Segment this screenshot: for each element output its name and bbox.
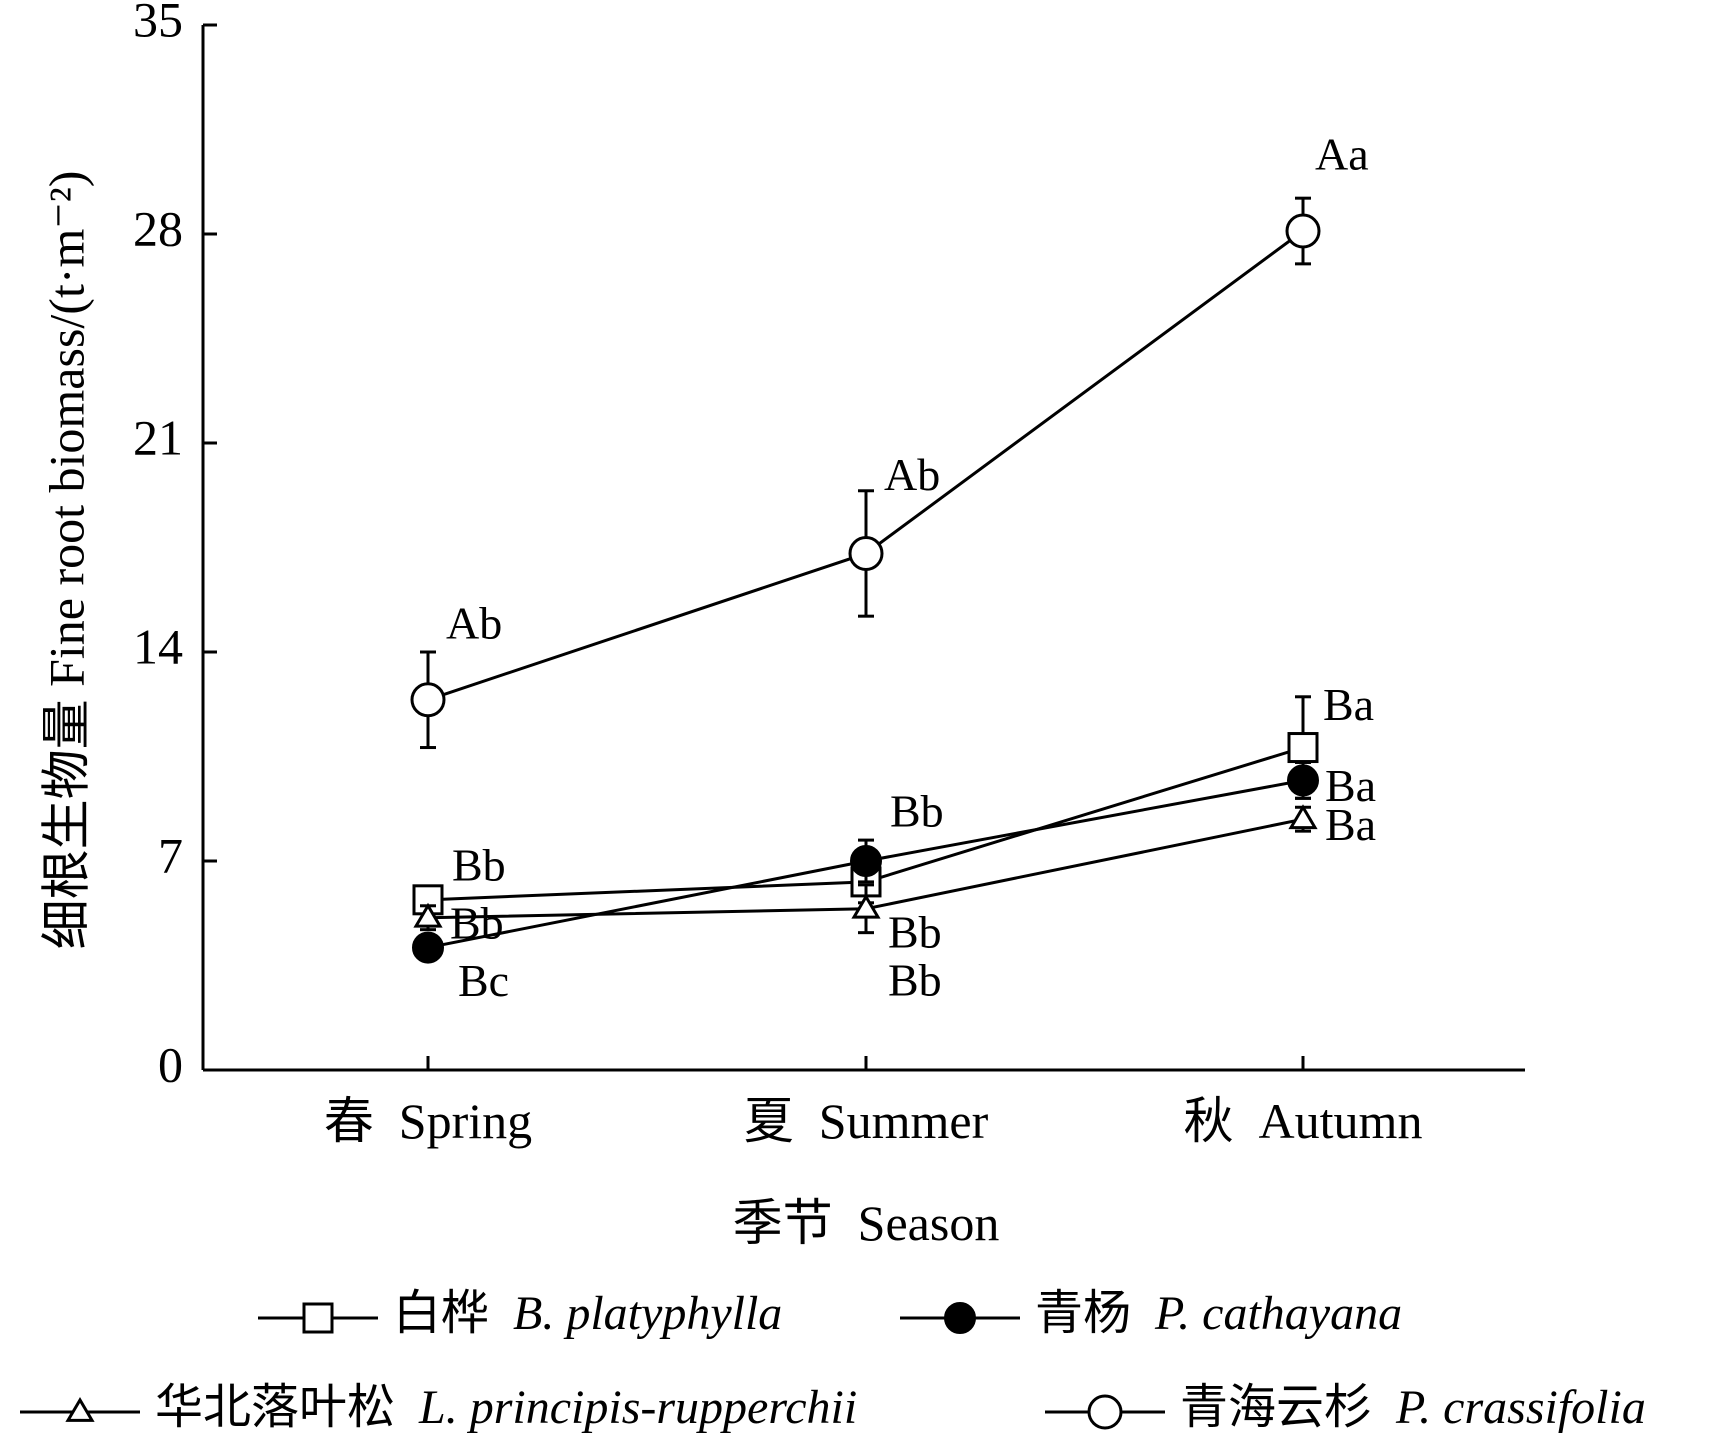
legend-label: 白桦 B. platyphylla [393, 1287, 782, 1340]
y-tick-label: 0 [158, 1036, 183, 1092]
x-tick-label: 夏 Summer [744, 1093, 989, 1149]
data-point [1288, 804, 1318, 830]
plot-area [410, 196, 1321, 964]
legend-marker [1087, 1394, 1123, 1430]
legend-name-cn: 青海云杉 [1180, 1381, 1396, 1434]
legend-name-cn: 青杨 [1035, 1287, 1155, 1340]
legend-label: 华北落叶松 L. principis-rupperchii [155, 1381, 857, 1434]
y-axis-title: 细根生物量 Fine root biomass/(t·m⁻²) [38, 171, 94, 950]
data-point [413, 902, 443, 928]
series-line [427, 229, 1304, 702]
x-tick-label: 秋 Autumn [1184, 1093, 1423, 1149]
legend-item: 青杨 P. cathayana [900, 1287, 1402, 1340]
significance-label: Bb [450, 897, 504, 948]
significance-label: Ba [1323, 679, 1374, 730]
data-point [1287, 764, 1319, 797]
legend-marker [302, 1302, 334, 1334]
legend-label: 青杨 P. cathayana [1035, 1287, 1402, 1340]
y-tick-label: 14 [133, 618, 183, 674]
significance-label: Ab [446, 597, 502, 648]
axes [201, 23, 1525, 1072]
y-tick-label: 21 [133, 409, 183, 465]
legend-name-sci: P. cathayana [1154, 1287, 1402, 1340]
legend-name-cn: 白桦 [393, 1287, 513, 1340]
significance-label: Bb [890, 785, 944, 836]
series-p-crassifolia [410, 196, 1321, 750]
legend-item: 白桦 B. platyphylla [258, 1287, 782, 1340]
data-point [410, 682, 446, 718]
legend: 白桦 B. platyphylla 青杨 P. cathayana 华北落叶松 L.… [20, 1287, 1646, 1434]
legend-marker [944, 1302, 976, 1334]
legend-item: 青海云杉 P. crassifolia [1045, 1381, 1646, 1434]
legend-item: 华北落叶松 L. principis-rupperchii [20, 1381, 857, 1434]
legend-label: 青海云杉 P. crassifolia [1180, 1381, 1646, 1434]
y-tick-label: 28 [133, 200, 183, 256]
x-tick-label: 春 Spring [324, 1093, 532, 1149]
series-p-cathayana [412, 760, 1319, 964]
significance-label: Bb [888, 955, 942, 1006]
x-axis-title: 季节 Season [733, 1195, 1000, 1251]
data-point [412, 931, 444, 964]
legend-marker [65, 1397, 95, 1422]
significance-label: Bc [458, 955, 509, 1006]
data-point [848, 535, 884, 571]
legend-name-sci: P. crassifolia [1395, 1381, 1646, 1434]
tick-labels: 0 7 14 21 28 35 春 Spring 夏 Summer 秋 Autumn [133, 0, 1422, 1149]
legend-name-cn: 华北落叶松 [155, 1381, 419, 1434]
significance-label: Bb [888, 906, 942, 957]
y-tick-label: 7 [158, 827, 183, 883]
significance-label: Ba [1325, 760, 1376, 811]
data-point [851, 893, 881, 919]
series-l-principis-rupperchii [413, 804, 1318, 935]
data-point [1285, 213, 1321, 249]
significance-label: Aa [1315, 129, 1369, 180]
y-tick-label: 35 [133, 0, 183, 47]
data-point [850, 845, 882, 877]
significance-label: Ab [884, 449, 940, 500]
significance-label: Bb [452, 839, 506, 890]
significance-label: Ba [1325, 799, 1376, 850]
legend-name-sci: L. principis-rupperchii [418, 1381, 857, 1434]
legend-name-sci: B. platyphylla [513, 1287, 782, 1340]
data-point [1287, 732, 1319, 764]
